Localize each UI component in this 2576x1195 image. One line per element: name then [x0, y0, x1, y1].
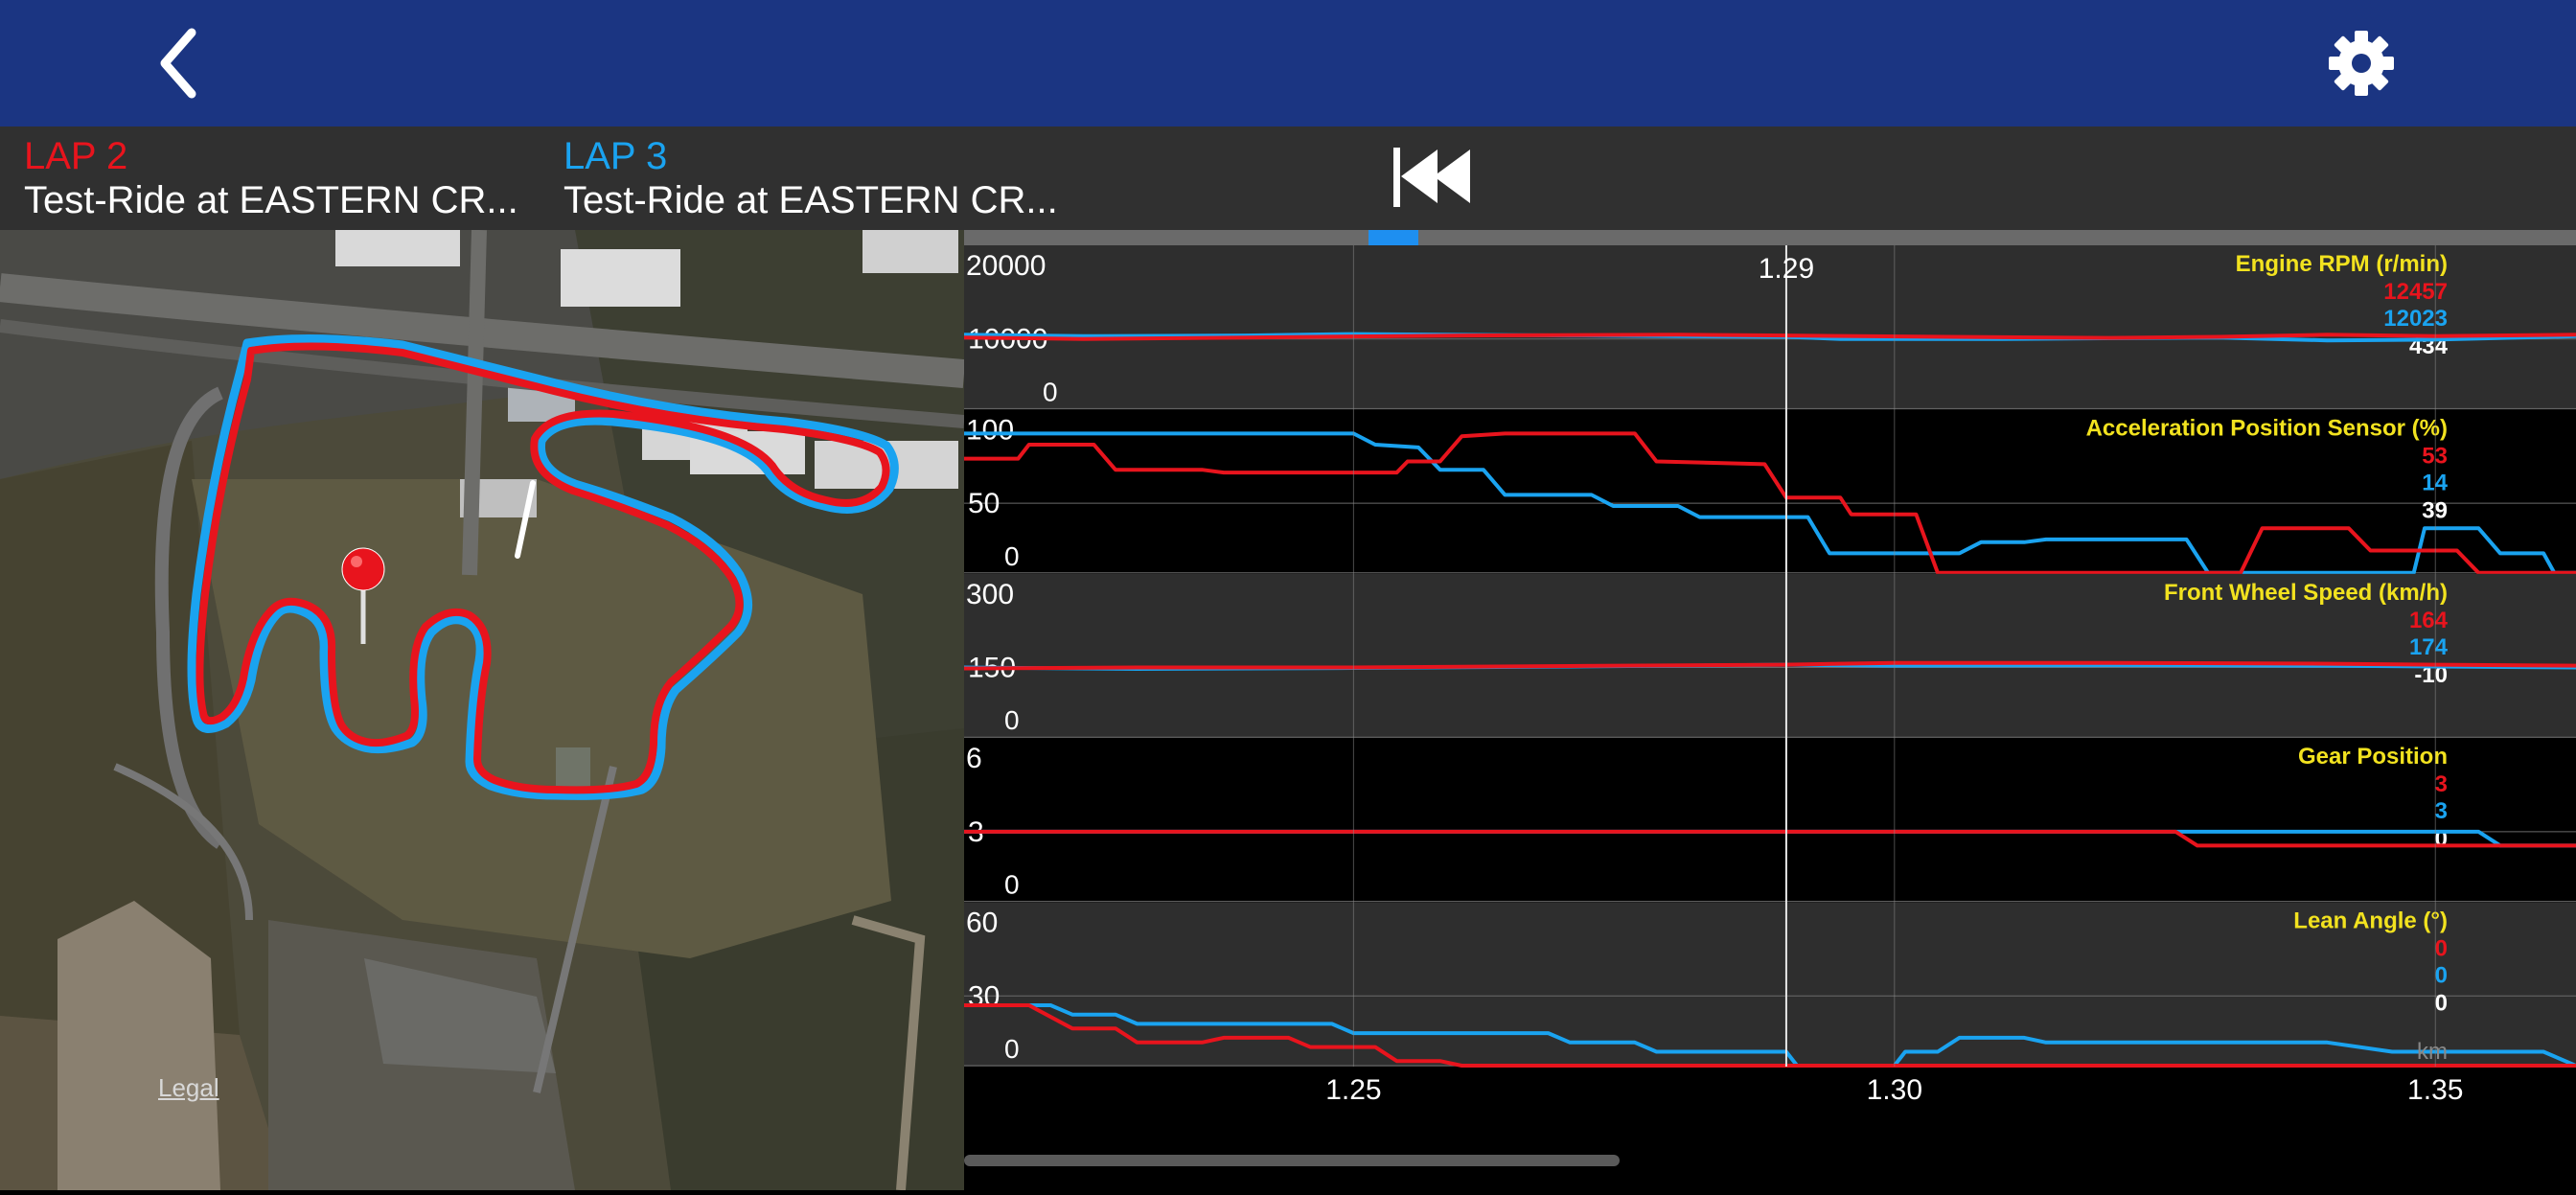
lap-b-label: LAP 3: [564, 135, 668, 177]
lap-a-series-line: [964, 829, 2576, 848]
lap-a-value: 0: [2435, 936, 2448, 962]
panel-title: Lean Angle (°): [2293, 908, 2448, 934]
y-max-label: 20000: [966, 250, 1046, 282]
y-max-label: 300: [966, 579, 1014, 610]
panel-title: Gear Position: [2298, 744, 2448, 770]
chevron-left-icon: [160, 28, 196, 99]
horizontal-scrollbar[interactable]: [964, 1155, 1620, 1166]
lap-b-value: 3: [2435, 798, 2448, 824]
y-max-label: 6: [966, 743, 982, 774]
x-tick-label: 1.35: [2407, 1074, 2463, 1106]
panel-title: Front Wheel Speed (km/h): [2164, 580, 2448, 606]
lap-a-selector[interactable]: LAP 2 Test-Ride at EASTERN CR...: [24, 134, 518, 222]
map-pin-icon: [341, 547, 385, 644]
satellite-map: [0, 230, 964, 1190]
panel-background: [964, 738, 2576, 903]
map-legal-link[interactable]: Legal: [158, 1073, 219, 1102]
panel-background: [964, 409, 2576, 574]
settings-button[interactable]: [2319, 21, 2404, 105]
track-map[interactable]: [0, 230, 964, 1190]
lap-a-value: 164: [2409, 608, 2449, 633]
x-tick-label: 1.25: [1325, 1074, 1381, 1106]
panel-title: Engine RPM (r/min): [2236, 251, 2448, 277]
lap-b-session-name: Test-Ride at EASTERN CR...: [564, 179, 1058, 221]
y-min-label: 0: [1004, 541, 1020, 571]
timeline-scrubber[interactable]: [964, 230, 2576, 245]
lap-b-series-line: [963, 332, 2576, 343]
delta-value: 39: [2422, 497, 2448, 523]
y-max-label: 60: [966, 908, 998, 939]
x-unit-label: km: [2417, 1039, 2448, 1065]
x-tick-label: 1.30: [1867, 1074, 1922, 1106]
track-lines: [187, 333, 899, 800]
y-max-label: 100: [966, 414, 1014, 446]
lap-a-series-line: [964, 431, 2576, 575]
lap-a-value: 3: [2435, 771, 2448, 797]
position-cursor-label: 1.29: [1759, 253, 1814, 285]
panel-background: [964, 573, 2576, 739]
y-mid-label: 50: [968, 488, 1000, 519]
lap-b-value: 12023: [2383, 306, 2448, 332]
timeline-scrubber-thumb[interactable]: [1368, 230, 1418, 245]
y-mid-label: 30: [968, 980, 1000, 1012]
lap-a-series-line: [963, 660, 2576, 671]
back-button[interactable]: [144, 21, 220, 105]
y-min-label: 0: [1043, 377, 1058, 406]
lap-b-value: 0: [2435, 963, 2448, 989]
lap-comparison-bar: [0, 126, 2576, 230]
y-min-label: 0: [1004, 870, 1020, 900]
top-navigation-bar: [0, 0, 2576, 126]
rewind-button[interactable]: [1390, 142, 1482, 211]
panel-background: [964, 245, 2576, 410]
lap-b-value: 174: [2409, 634, 2449, 660]
lap-a-value: 12457: [2383, 279, 2448, 305]
gear-icon: [2329, 31, 2394, 96]
rewind-to-start-icon: [1393, 148, 1470, 207]
lap-a-label: LAP 2: [24, 135, 128, 177]
y-min-label: 0: [1004, 1034, 1020, 1064]
lap-b-selector[interactable]: LAP 3 Test-Ride at EASTERN CR...: [564, 134, 1058, 222]
lap-a-value: 53: [2422, 443, 2448, 469]
telemetry-graphs[interactable]: 20000 10000 0 Engine RPM (r/min) 12457 12023 4…: [963, 230, 2576, 1190]
lap-a-session-name: Test-Ride at EASTERN CR...: [24, 179, 518, 221]
y-min-label: 0: [1004, 705, 1020, 735]
delta-value: 0: [2435, 991, 2448, 1017]
panel-title: Acceleration Position Sensor (%): [2086, 415, 2448, 441]
lap-a-series-line: [964, 1003, 2576, 1068]
